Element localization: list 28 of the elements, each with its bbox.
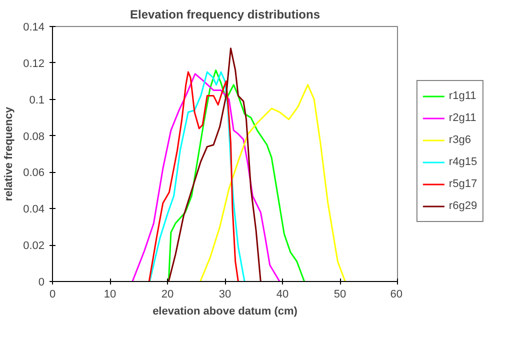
x-tick-label: 0 (49, 288, 56, 300)
y-tick-label: 0.06 (23, 167, 45, 180)
legend-label: r5g17 (448, 178, 478, 190)
x-tick-label: 60 (390, 288, 403, 300)
y-tick-label: 0.1 (29, 94, 45, 106)
chart-title: Elevation frequency distributions (130, 8, 320, 22)
x-tick-label: 20 (161, 288, 174, 300)
y-tick-label: 0.12 (23, 58, 45, 70)
legend-label: r2g11 (448, 112, 476, 124)
legend-label: r6g29 (448, 200, 478, 212)
y-tick-label: 0.08 (23, 130, 45, 143)
line-series (168, 48, 262, 282)
y-tick-label: 0.04 (23, 204, 45, 216)
x-tick-label: 40 (276, 288, 289, 300)
y-tick-label: 0 (38, 276, 45, 288)
y-axis-title: relative frequency (3, 106, 16, 202)
line-series (200, 84, 346, 282)
x-tick-label: 50 (334, 288, 346, 300)
legend-label: r4g15 (448, 156, 478, 168)
x-axis-title: elevation above datum (cm) (152, 306, 298, 318)
line-series (168, 69, 306, 282)
line-series (132, 73, 280, 282)
legend-label: r1g11 (448, 90, 476, 102)
y-tick-label: 0.02 (23, 240, 45, 252)
x-tick-label: 30 (218, 288, 232, 300)
y-tick-label: 0.14 (23, 22, 45, 34)
x-tick-label: 10 (104, 288, 116, 300)
legend-label: r3g6 (448, 134, 471, 146)
